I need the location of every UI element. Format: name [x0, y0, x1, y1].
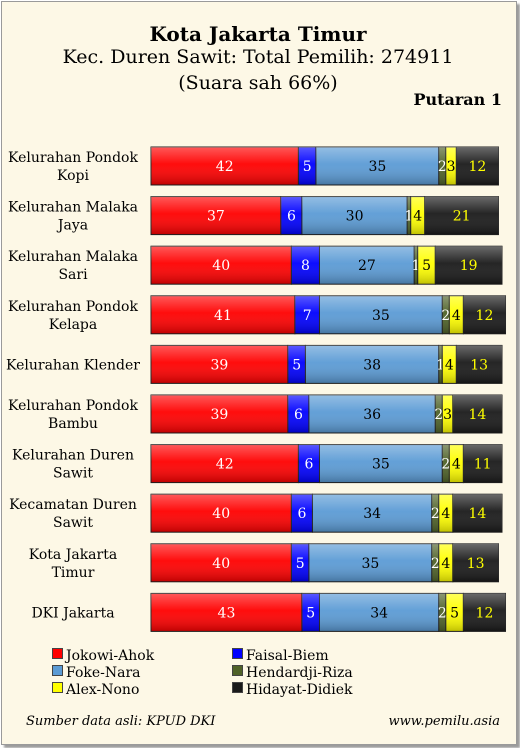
data-label: 12: [476, 605, 494, 621]
chart-subtitle-valid-votes: (Suara sah 66%): [178, 72, 338, 94]
legend-swatch: [52, 665, 63, 676]
data-label: 41: [214, 308, 232, 324]
data-label: 35: [372, 308, 390, 324]
category-label: Kelurahan Duren Sawit: [12, 448, 134, 482]
data-label: 5: [450, 605, 459, 621]
data-label: 1: [405, 209, 414, 225]
data-label: 2: [438, 159, 447, 175]
data-label: 38: [363, 357, 381, 373]
source-note: Sumber data asli: KPUD DKI: [26, 714, 216, 729]
data-label: 14: [469, 407, 487, 423]
data-label: 13: [467, 556, 485, 572]
data-label: 7: [303, 308, 312, 324]
data-label: 39: [211, 407, 229, 423]
category-label: Kelurahan Pondok Bambu: [8, 398, 138, 432]
category-label: DKI Jakarta: [31, 605, 114, 621]
data-label: 2: [441, 308, 450, 324]
data-label: 12: [476, 308, 494, 324]
legend-item: Jokowi-Ahok: [52, 648, 154, 664]
data-label: 19: [460, 258, 478, 274]
data-label: 5: [306, 605, 315, 621]
data-label: 39: [211, 357, 229, 373]
legend-label: Faisal-Biem: [246, 648, 329, 664]
chart-subtitle: Kec. Duren Sawit: Total Pemilih: 274911: [62, 46, 454, 68]
legend-swatch: [232, 665, 243, 676]
data-label: 34: [370, 605, 388, 621]
category-label: Kelurahan Pondok Kelapa: [8, 299, 138, 333]
data-label: 14: [469, 506, 487, 522]
data-label: 3: [447, 159, 456, 175]
data-label: 5: [422, 258, 431, 274]
data-label: 1: [412, 258, 421, 274]
legend-swatch: [232, 682, 243, 693]
category-label: Kelurahan Malaka Jaya: [8, 200, 138, 234]
category-label: Kelurahan Pondok Kopi: [8, 150, 138, 184]
data-label: 6: [294, 407, 303, 423]
data-label: 43: [218, 605, 236, 621]
data-label: 4: [452, 457, 461, 473]
category-label: Kota Jakarta Timur: [29, 547, 117, 581]
data-label: 40: [212, 506, 230, 522]
data-label: 35: [361, 556, 379, 572]
data-label: 1: [436, 357, 445, 373]
data-label: 12: [469, 159, 487, 175]
data-label: 2: [434, 407, 443, 423]
data-label: 8: [301, 258, 310, 274]
data-label: 36: [363, 407, 381, 423]
data-label: 27: [358, 258, 376, 274]
data-label: 4: [441, 506, 450, 522]
legend-item: Hidayat-Didiek: [232, 682, 353, 698]
data-label: 35: [368, 159, 386, 175]
data-label: 34: [363, 506, 381, 522]
data-label: 2: [431, 506, 440, 522]
data-label: 5: [296, 556, 305, 572]
data-label: 5: [303, 159, 312, 175]
data-label: 6: [287, 209, 296, 225]
data-label: 11: [474, 457, 492, 473]
data-label: 2: [441, 457, 450, 473]
legend-label: Alex-Nono: [66, 682, 140, 698]
data-label: 3: [443, 407, 452, 423]
legend-item: Foke-Nara: [52, 665, 141, 681]
data-label: 2: [431, 556, 440, 572]
legend-label: Foke-Nara: [66, 665, 141, 681]
data-label: 42: [216, 457, 234, 473]
data-label: 6: [304, 457, 313, 473]
category-label: Kelurahan Malaka Sari: [8, 249, 138, 283]
legend-label: Hidayat-Didiek: [246, 682, 353, 698]
data-label: 37: [207, 209, 225, 225]
chart-title: Kota Jakarta Timur: [149, 22, 367, 46]
data-label: 5: [292, 357, 301, 373]
data-label: 4: [452, 308, 461, 324]
legend-item: Faisal-Biem: [232, 648, 329, 664]
legend-swatch: [232, 648, 243, 659]
legend-label: Jokowi-Ahok: [66, 648, 155, 664]
legend-swatch: [52, 682, 63, 693]
data-label: 4: [441, 556, 450, 572]
data-label: 4: [413, 209, 422, 225]
legend-item: Alex-Nono: [52, 682, 139, 698]
category-label: Kecamatan Duren Sawit: [9, 497, 137, 531]
legend-label: Hendardji-Riza: [246, 665, 353, 681]
data-label: 42: [216, 159, 234, 175]
category-label: Kelurahan Klender: [6, 357, 140, 373]
data-label: 40: [212, 556, 230, 572]
data-label: 2: [438, 605, 447, 621]
data-label: 35: [372, 457, 390, 473]
data-label: 30: [346, 209, 364, 225]
data-label: 21: [453, 209, 471, 225]
site-url: www.pemilu.asia: [388, 714, 500, 729]
data-label: 40: [212, 258, 230, 274]
data-label: 13: [470, 357, 488, 373]
data-label: 6: [297, 506, 306, 522]
legend-swatch: [52, 648, 63, 659]
data-label: 4: [445, 357, 454, 373]
legend-item: Hendardji-Riza: [232, 665, 353, 681]
round-label: Putaran 1: [413, 90, 502, 109]
